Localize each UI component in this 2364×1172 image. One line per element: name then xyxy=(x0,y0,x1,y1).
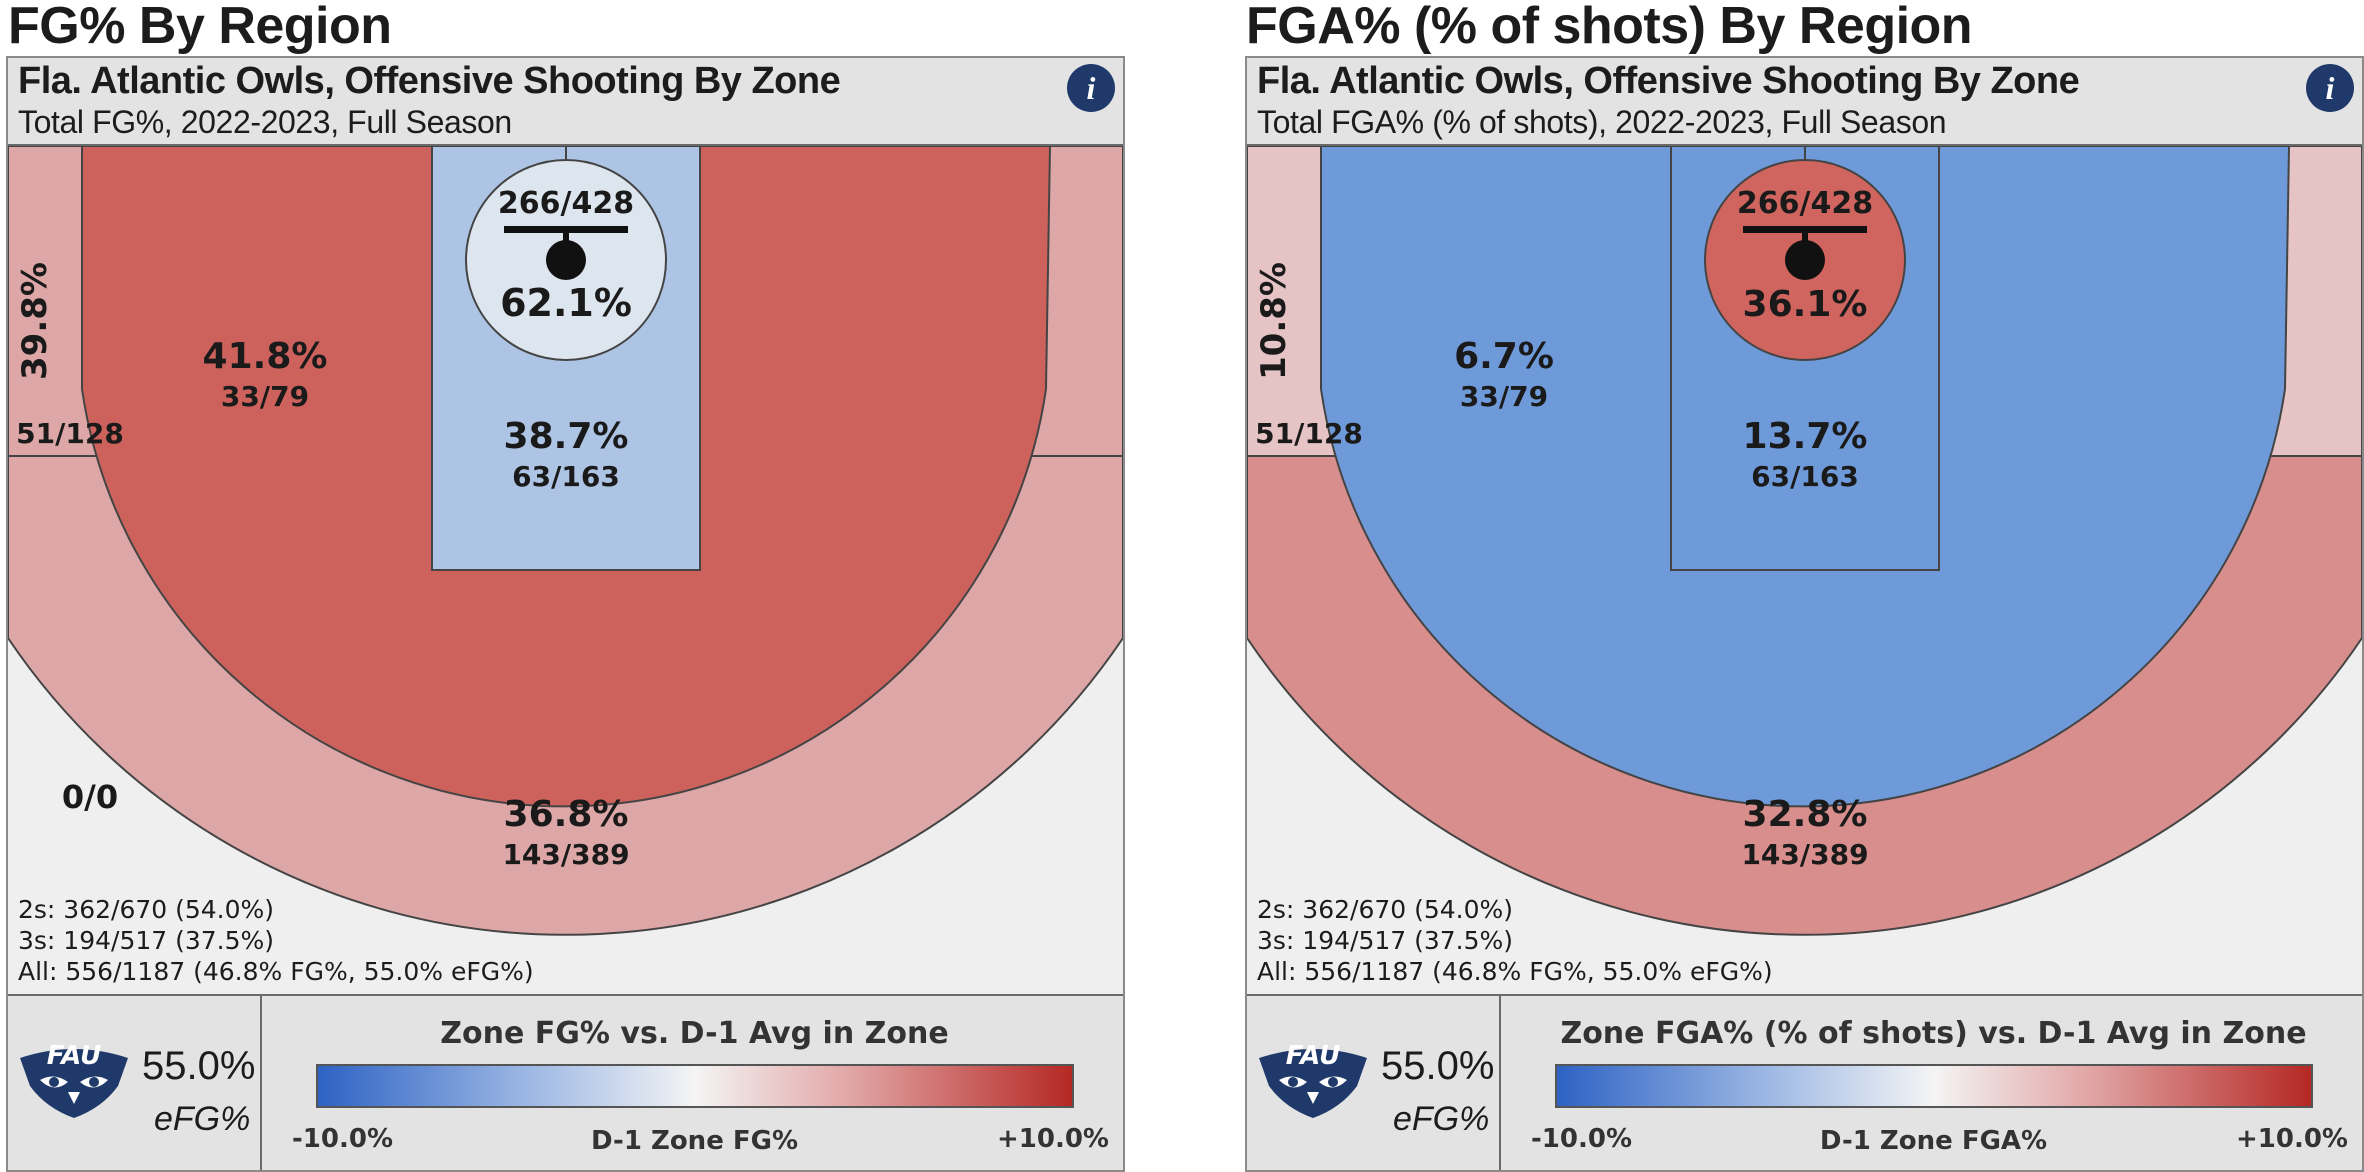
logo-text: FAU xyxy=(1286,1041,1340,1071)
card-header: Fla. Atlantic Owls, Offensive Shooting B… xyxy=(8,58,1123,146)
info-icon[interactable]: i xyxy=(2306,64,2354,112)
scale-mid-label: D-1 Zone FG% xyxy=(590,1126,799,1156)
zone-rim-frac: 266/428 xyxy=(498,186,634,221)
efg-value: 55.0% xyxy=(142,1044,256,1088)
fau-owl-logo: FAU xyxy=(20,1041,128,1118)
backboard xyxy=(1743,226,1867,233)
zone-deep-frac: 0/0 xyxy=(62,778,118,816)
card-title: Fla. Atlantic Owls, Offensive Shooting B… xyxy=(1257,60,2080,102)
zone-three-pct: 36.8% xyxy=(504,794,629,835)
color-scale-bar xyxy=(316,1064,1074,1108)
panel-heading: FGA% (% of shots) By Region xyxy=(1246,0,1973,55)
rim-connector xyxy=(1802,230,1808,244)
zone-rim-pct: 62.1% xyxy=(500,281,632,325)
scale-max-label: +10.0% xyxy=(997,1124,1109,1154)
efg-value: 55.0% xyxy=(1381,1044,1495,1088)
scale-title: Zone FGA% (% of shots) vs. D-1 Avg in Zo… xyxy=(1560,1016,2307,1051)
zone-three-pct: 32.8% xyxy=(1743,794,1868,835)
scale-title: Zone FG% vs. D-1 Avg in Zone xyxy=(440,1016,949,1051)
efg-label: eFG% xyxy=(154,1100,251,1138)
zone-three-frac: 143/389 xyxy=(1741,838,1868,871)
zone-paint-pct: 13.7% xyxy=(1743,416,1868,457)
zone-corner-left-pct: 10.8% xyxy=(1254,262,1294,380)
card-header: Fla. Atlantic Owls, Offensive Shooting B… xyxy=(1247,58,2362,146)
card-subtitle: Total FGA% (% of shots), 2022-2023, Full… xyxy=(1257,104,1947,140)
zone-paint-pct: 38.7% xyxy=(504,416,629,457)
shooting-card-fga: Fla. Atlantic Owls, Offensive Shooting B… xyxy=(1245,56,2364,1172)
card-footer: FAU 55.0% eFG% Zone FG% vs. D-1 Avg in Z… xyxy=(8,994,1123,1170)
basket xyxy=(1785,240,1825,280)
scale-max-label: +10.0% xyxy=(2236,1124,2348,1154)
efg-label: eFG% xyxy=(1393,1100,1490,1138)
zone-three-frac: 143/389 xyxy=(502,838,629,871)
zone-corner-left-pct: 39.8% xyxy=(15,262,55,380)
totals-all: All: 556/1187 (46.8% FG%, 55.0% eFG%) xyxy=(1257,957,1773,986)
court-zone-chart: 266/428 62.1% 38.7% 63/163 41.8% 33/79 3… xyxy=(8,146,1123,992)
totals-threes: 3s: 194/517 (37.5%) xyxy=(1257,926,1514,955)
zone-midrange-frac: 33/79 xyxy=(221,380,309,413)
basket xyxy=(546,240,586,280)
zone-paint-frac: 63/163 xyxy=(512,460,620,493)
shooting-card-fg: Fla. Atlantic Owls, Offensive Shooting B… xyxy=(6,56,1125,1172)
zone-midrange-pct: 41.8% xyxy=(203,336,328,377)
scale-min-label: -10.0% xyxy=(1531,1124,1632,1154)
backboard xyxy=(504,226,628,233)
card-footer: FAU 55.0% eFG% Zone FGA% (% of shots) vs… xyxy=(1247,994,2362,1170)
scale-mid-label: D-1 Zone FGA% xyxy=(1819,1126,2048,1156)
scale-min-label: -10.0% xyxy=(292,1124,393,1154)
zone-corner-left-frac: 51/128 xyxy=(1255,417,1363,450)
card-subtitle: Total FG%, 2022-2023, Full Season xyxy=(18,104,512,140)
totals-all: All: 556/1187 (46.8% FG%, 55.0% eFG%) xyxy=(18,957,534,986)
info-icon[interactable]: i xyxy=(1067,64,1115,112)
color-scale-bar xyxy=(1555,1064,2313,1108)
zone-paint-frac: 63/163 xyxy=(1751,460,1859,493)
zone-midrange-pct: 6.7% xyxy=(1454,336,1554,377)
efg-summary: FAU 55.0% eFG% xyxy=(8,996,262,1170)
court-zone-chart: 266/428 36.1% 13.7% 63/163 6.7% 33/79 10… xyxy=(1247,146,2362,992)
panel-heading: FG% By Region xyxy=(8,0,392,55)
fau-owl-logo: FAU xyxy=(1259,1041,1367,1118)
shot-totals: 2s: 362/670 (54.0%) 3s: 194/517 (37.5%) … xyxy=(1257,894,1773,987)
logo-text: FAU xyxy=(47,1041,101,1071)
efg-summary: FAU 55.0% eFG% xyxy=(1247,996,1501,1170)
totals-threes: 3s: 194/517 (37.5%) xyxy=(18,926,275,955)
zone-corner-left-frac: 51/128 xyxy=(16,417,124,450)
zone-rim-pct: 36.1% xyxy=(1743,284,1868,325)
rim-connector xyxy=(563,230,569,244)
zone-midrange-frac: 33/79 xyxy=(1460,380,1548,413)
totals-twos: 2s: 362/670 (54.0%) xyxy=(1257,895,1514,924)
zone-rim-frac: 266/428 xyxy=(1737,186,1873,221)
card-title: Fla. Atlantic Owls, Offensive Shooting B… xyxy=(18,60,841,102)
totals-twos: 2s: 362/670 (54.0%) xyxy=(18,895,275,924)
shot-totals: 2s: 362/670 (54.0%) 3s: 194/517 (37.5%) … xyxy=(18,894,534,987)
